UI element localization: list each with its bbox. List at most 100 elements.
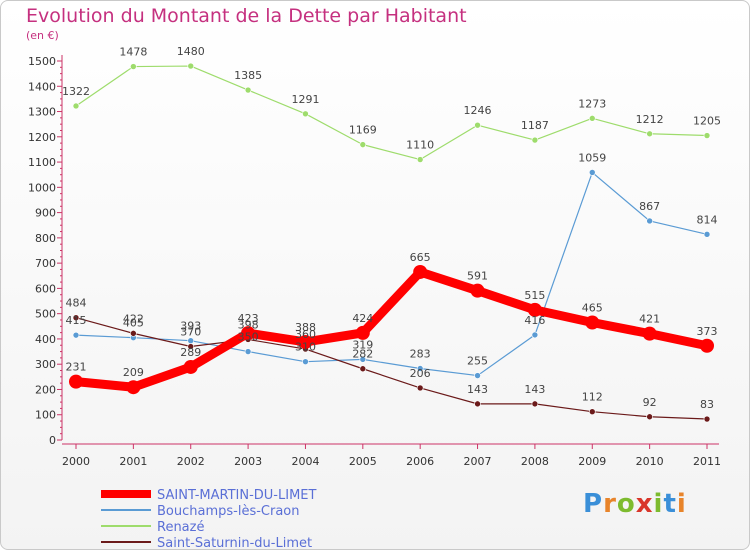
y-tick-label: 1300: [28, 106, 56, 119]
data-label: 424: [352, 312, 373, 325]
y-tick-label: 600: [35, 282, 56, 295]
logo-letter: r: [603, 489, 617, 519]
data-label: 83: [700, 398, 714, 411]
y-tick-label: 200: [35, 383, 56, 396]
data-label: 350: [238, 331, 259, 344]
data-label: 310: [295, 341, 316, 354]
data-label: 1291: [291, 93, 319, 106]
data-label: 405: [123, 317, 144, 330]
data-point: [474, 400, 481, 408]
data-label: 393: [180, 320, 201, 333]
data-point: [474, 121, 481, 129]
logo-letter: i: [653, 489, 664, 519]
data-point: [416, 156, 424, 163]
data-label: 867: [639, 200, 660, 213]
data-label: 231: [66, 361, 87, 374]
legend-label: Renazé: [157, 520, 204, 535]
data-point: [474, 372, 481, 379]
data-label: 283: [410, 347, 431, 360]
data-point: [359, 141, 367, 148]
legend-label: Bouchamps-lès-Craon: [157, 504, 300, 519]
series-line: [75, 171, 708, 377]
x-tick-label: 2010: [636, 455, 664, 468]
x-tick-label: 2008: [521, 455, 549, 468]
data-point: [359, 356, 367, 363]
data-label: 422: [123, 312, 144, 325]
data-label: 515: [524, 289, 545, 302]
data-label: 143: [467, 383, 488, 396]
data-label: 1385: [234, 69, 262, 82]
y-tick-label: 800: [35, 232, 56, 245]
data-label: 282: [352, 348, 373, 361]
data-point: [72, 331, 80, 339]
logo-letter: o: [616, 489, 636, 519]
y-tick-label: 900: [35, 207, 56, 220]
data-label: 1322: [62, 85, 90, 98]
legend-label: Saint-Saturnin-du-Limet: [157, 536, 312, 549]
data-label: 289: [180, 346, 201, 359]
y-tick-label: 1000: [28, 181, 56, 194]
data-label: 209: [123, 366, 144, 379]
data-label: 373: [697, 325, 718, 338]
x-tick-label: 2011: [693, 455, 721, 468]
data-point: [646, 130, 653, 138]
logo-letter: P: [583, 489, 604, 519]
logo-letter: t: [663, 489, 677, 519]
data-label: 1205: [693, 115, 721, 128]
data-label: 591: [467, 270, 488, 283]
data-point: [183, 359, 198, 374]
proxiti-logo: Proxiti: [583, 489, 687, 519]
data-point: [703, 132, 711, 139]
data-point: [130, 330, 137, 337]
data-point: [646, 413, 653, 421]
data-point: [703, 231, 711, 238]
y-tick-label: 1200: [28, 131, 56, 144]
data-point: [244, 348, 252, 355]
data-point: [416, 365, 424, 372]
data-label: 360: [295, 328, 316, 341]
y-tick-label: 100: [35, 409, 56, 422]
x-tick-label: 2003: [234, 455, 262, 468]
data-label: 484: [66, 297, 87, 310]
data-point: [588, 115, 596, 122]
y-tick-label: 300: [35, 358, 56, 371]
data-point: [642, 326, 657, 341]
data-point: [130, 63, 137, 70]
logo-letter: x: [635, 489, 654, 519]
data-label: 1273: [578, 97, 606, 110]
data-point: [72, 102, 80, 110]
data-point: [72, 314, 80, 322]
data-point: [531, 136, 539, 144]
data-point: [588, 408, 596, 416]
data-point: [302, 358, 309, 365]
data-point: [646, 217, 653, 225]
data-point: [187, 62, 195, 70]
logo-letter: i: [676, 489, 687, 519]
data-point: [527, 302, 542, 317]
data-label: 388: [295, 321, 316, 334]
data-label: 319: [352, 338, 373, 351]
data-label: 370: [180, 326, 201, 339]
x-tick-label: 2000: [62, 455, 90, 468]
x-tick-label: 2005: [349, 455, 377, 468]
data-point: [187, 337, 195, 345]
data-label: 92: [643, 396, 657, 409]
data-point: [703, 415, 711, 423]
y-tick-label: 400: [35, 333, 56, 346]
data-label: 814: [697, 213, 718, 226]
data-point: [416, 384, 424, 392]
data-label: 416: [524, 314, 545, 327]
data-label: 398: [238, 318, 259, 331]
data-point: [531, 331, 539, 339]
data-label: 1480: [177, 45, 205, 58]
y-tick-label: 1400: [28, 80, 56, 93]
data-point: [355, 325, 370, 340]
data-point: [241, 326, 256, 341]
x-tick-label: 2001: [119, 455, 147, 468]
data-label: 206: [410, 367, 431, 380]
y-tick-label: 500: [35, 308, 56, 321]
data-point: [126, 380, 141, 395]
y-tick-label: 700: [35, 257, 56, 270]
data-point: [470, 283, 485, 298]
